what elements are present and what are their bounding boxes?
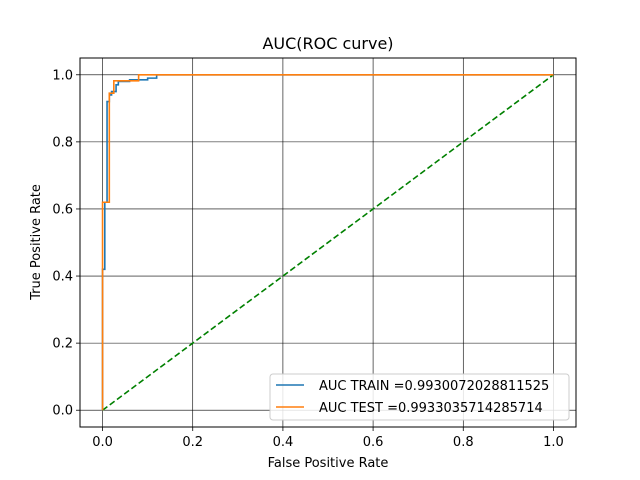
roc-series-line-1 — [101, 73, 554, 411]
y-tick-label: 1.0 — [52, 68, 73, 83]
y-tick-label: 0.6 — [52, 202, 73, 217]
grid — [80, 58, 576, 427]
ticks: 0.0 0.2 0.4 0.6 0.8 1.0 0.0 0.2 0.4 0.6 0.8 1.0 — [52, 68, 563, 450]
x-tick-label: 0.6 — [363, 435, 384, 450]
y-axis-label: True Positive Rate — [29, 184, 44, 301]
x-tick-label: 0.4 — [273, 435, 294, 450]
y-tick-label: 0.4 — [52, 270, 73, 285]
y-tick-label: 0.0 — [52, 404, 73, 419]
y-tick-label: 0.2 — [52, 337, 73, 352]
legend-label: AUC TEST =0.9933035714285714 — [319, 401, 543, 416]
legend-label: AUC TRAIN =0.9930072028811525 — [319, 379, 549, 394]
x-tick-label: 0.8 — [453, 435, 474, 450]
x-tick-label: 0.2 — [182, 435, 203, 450]
series-lines — [101, 73, 554, 411]
diagonal-reference-line — [102, 74, 554, 411]
legend: AUC TRAIN =0.9930072028811525 AUC TEST =0… — [269, 373, 570, 421]
x-tick-label: 1.0 — [543, 435, 564, 450]
chart-title: AUC(ROC curve) — [262, 34, 393, 53]
plot-frame — [79, 57, 577, 428]
legend-box — [269, 373, 570, 421]
x-tick-label: 0.0 — [92, 435, 113, 450]
x-axis-label: False Positive Rate — [268, 456, 389, 471]
y-tick-label: 0.8 — [52, 135, 73, 150]
